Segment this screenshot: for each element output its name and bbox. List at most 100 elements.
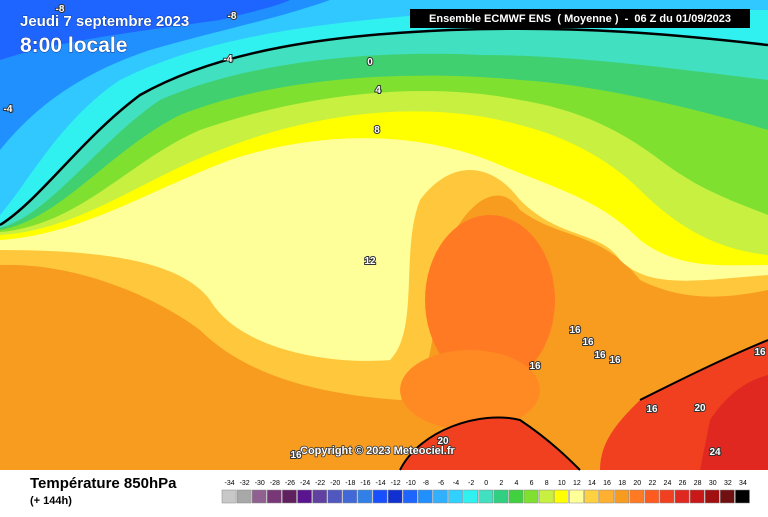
legend-value: 24 (664, 480, 672, 487)
legend-swatch (704, 489, 720, 504)
contour-label: 12 (364, 256, 376, 267)
legend-swatch (584, 489, 599, 504)
legend-swatch (644, 489, 660, 504)
legend-value: 20 (633, 480, 641, 487)
isotherm (0, 27, 768, 227)
legend-value: 4 (514, 480, 518, 487)
legend-swatch (538, 489, 554, 504)
run-box (410, 9, 750, 28)
legend-swatch (387, 489, 403, 504)
legend-value: 0 (484, 480, 488, 487)
contour-label: 20 (437, 436, 449, 447)
legend-swatch (312, 489, 327, 504)
contour-label: 24 (709, 447, 721, 458)
temp-band (400, 350, 540, 430)
legend-value: -28 (270, 480, 280, 487)
isotherm (399, 416, 581, 471)
temp-band (0, 0, 290, 60)
legend-swatch (735, 489, 750, 504)
legend-value: 2 (499, 480, 503, 487)
contour-label: 20 (694, 403, 706, 414)
legend-title: Température 850hPa (30, 475, 177, 492)
legend-value: 32 (724, 480, 732, 487)
legend-value: 14 (588, 480, 596, 487)
legend-swatch (267, 489, 282, 504)
legend-swatch (448, 489, 463, 504)
contour-label: -4 (4, 104, 13, 115)
legend-value: 12 (573, 480, 581, 487)
legend-value: 34 (739, 480, 747, 487)
legend-swatch (569, 489, 584, 504)
legend-value: -32 (240, 480, 250, 487)
legend-swatch (282, 489, 297, 504)
legend-value: -6 (438, 480, 444, 487)
legend-swatch (342, 489, 358, 504)
legend-value: 26 (679, 480, 687, 487)
legend-swatch (674, 489, 690, 504)
contour-label: -4 (224, 54, 233, 65)
legend-value: -30 (255, 480, 265, 487)
legend-lead: (+ 144h) (30, 495, 72, 507)
legend-swatch (478, 489, 494, 504)
legend-swatch (659, 489, 675, 504)
legend-swatch (418, 489, 433, 504)
legend-swatch (402, 489, 418, 504)
legend-swatch (357, 489, 373, 504)
contour-label: 16 (290, 450, 302, 461)
legend-value: -8 (423, 480, 429, 487)
legend-value: -14 (375, 480, 385, 487)
legend-swatch (251, 489, 267, 504)
contour-label: -8 (56, 4, 65, 15)
legend-value: 8 (545, 480, 549, 487)
legend-value: -24 (300, 480, 310, 487)
legend-value: -16 (360, 480, 370, 487)
legend-value: 30 (709, 480, 717, 487)
legend-swatch (689, 489, 705, 504)
contour-label: 16 (609, 355, 621, 366)
legend-value: -12 (391, 480, 401, 487)
legend-swatch (297, 489, 312, 504)
contour-label: 0 (367, 57, 373, 68)
legend-swatch (599, 489, 614, 504)
legend-value: -2 (468, 480, 474, 487)
legend-swatch (614, 489, 629, 504)
contour-label: 4 (375, 85, 381, 96)
temp-band (425, 215, 555, 385)
temp-band (0, 0, 768, 225)
legend-swatch (221, 489, 237, 504)
legend-value: -26 (285, 480, 295, 487)
legend-swatch (327, 489, 343, 504)
legend-swatch (523, 489, 539, 504)
contour-label: 16 (529, 361, 541, 372)
contour-label: 16 (594, 350, 606, 361)
legend-swatch (629, 489, 645, 504)
copyright: Copyright © 2023 Meteociel.fr (300, 445, 456, 457)
legend-value: -4 (453, 480, 459, 487)
legend-swatch (493, 489, 509, 504)
isotherm (639, 339, 768, 401)
legend-swatch (463, 489, 478, 504)
contour-label: 16 (754, 347, 766, 358)
legend-value: -20 (330, 480, 340, 487)
legend-swatch (508, 489, 524, 504)
contour-label: 8 (374, 125, 380, 136)
contour-label: 16 (569, 325, 581, 336)
legend-swatch (553, 489, 569, 504)
legend-value: 18 (618, 480, 626, 487)
legend-value: -10 (406, 480, 416, 487)
legend-value: -34 (224, 480, 234, 487)
legend-value: 16 (603, 480, 611, 487)
legend-swatch (433, 489, 448, 504)
legend-swatch (720, 489, 735, 504)
contour-label: 16 (646, 404, 658, 415)
legend-value: -18 (345, 480, 355, 487)
contour-label: 16 (582, 337, 594, 348)
legend-value: 22 (648, 480, 656, 487)
legend-swatch (236, 489, 252, 504)
legend-value: -22 (315, 480, 325, 487)
contour-label: -8 (228, 11, 237, 22)
legend-value: 28 (694, 480, 702, 487)
legend-value: 10 (558, 480, 566, 487)
forecast-date: Jeudi 7 septembre 2023 (20, 13, 189, 30)
